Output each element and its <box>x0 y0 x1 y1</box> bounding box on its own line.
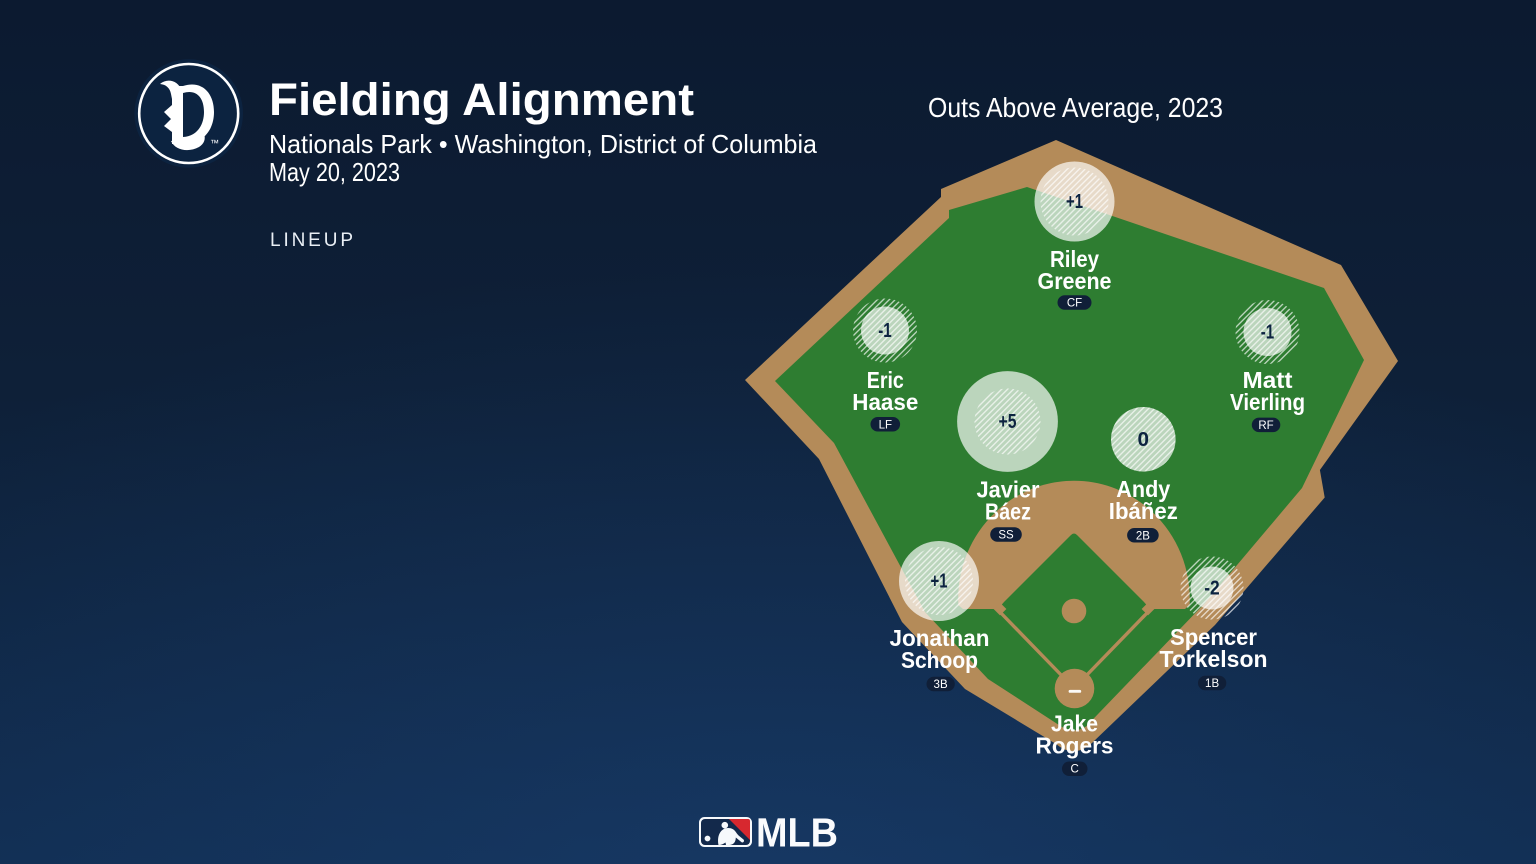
svg-text:Jake: Jake <box>1051 711 1098 737</box>
svg-text:™: ™ <box>210 138 219 148</box>
svg-text:+1: +1 <box>931 571 948 593</box>
svg-text:Vierling: Vierling <box>1230 389 1305 415</box>
svg-text:Eric: Eric <box>867 367 904 393</box>
svg-text:MLB: MLB <box>756 810 838 856</box>
svg-text:C: C <box>1071 764 1079 776</box>
svg-text:Javier: Javier <box>977 477 1040 503</box>
svg-text:Haase: Haase <box>852 389 918 415</box>
svg-text:-1: -1 <box>878 320 892 342</box>
svg-text:Andy: Andy <box>1116 476 1170 502</box>
svg-text:Nationals Park • Washington, D: Nationals Park • Washington, District of… <box>269 129 818 159</box>
svg-text:Spencer: Spencer <box>1170 624 1257 650</box>
svg-text:Jonathan: Jonathan <box>890 625 990 651</box>
svg-text:Riley: Riley <box>1050 246 1099 272</box>
svg-text:Matt: Matt <box>1243 367 1293 393</box>
svg-text:-2: -2 <box>1204 578 1220 600</box>
svg-text:1B: 1B <box>1205 678 1219 690</box>
svg-text:Torkelson: Torkelson <box>1160 646 1268 672</box>
svg-text:Báez: Báez <box>985 499 1031 525</box>
svg-text:May 20, 2023: May 20, 2023 <box>269 157 400 187</box>
svg-text:CF: CF <box>1067 298 1082 310</box>
svg-text:Greene: Greene <box>1038 268 1112 294</box>
svg-text:Fielding Alignment: Fielding Alignment <box>269 74 694 125</box>
svg-text:Outs Above Average, 2023: Outs Above Average, 2023 <box>928 92 1223 123</box>
svg-text:LINEUP: LINEUP <box>270 230 353 251</box>
svg-text:-1: -1 <box>1261 322 1275 344</box>
svg-text:+1: +1 <box>1066 191 1083 213</box>
svg-text:LF: LF <box>879 419 892 431</box>
svg-text:0: 0 <box>1138 429 1150 451</box>
svg-text:2B: 2B <box>1136 530 1150 542</box>
svg-text:3B: 3B <box>934 679 948 691</box>
svg-text:SS: SS <box>998 530 1014 542</box>
svg-text:+5: +5 <box>999 411 1017 433</box>
svg-text:Rogers: Rogers <box>1036 733 1114 759</box>
svg-text:Schoop: Schoop <box>901 647 978 673</box>
svg-text:Ibáñez: Ibáñez <box>1109 498 1178 524</box>
svg-text:RF: RF <box>1258 420 1273 432</box>
